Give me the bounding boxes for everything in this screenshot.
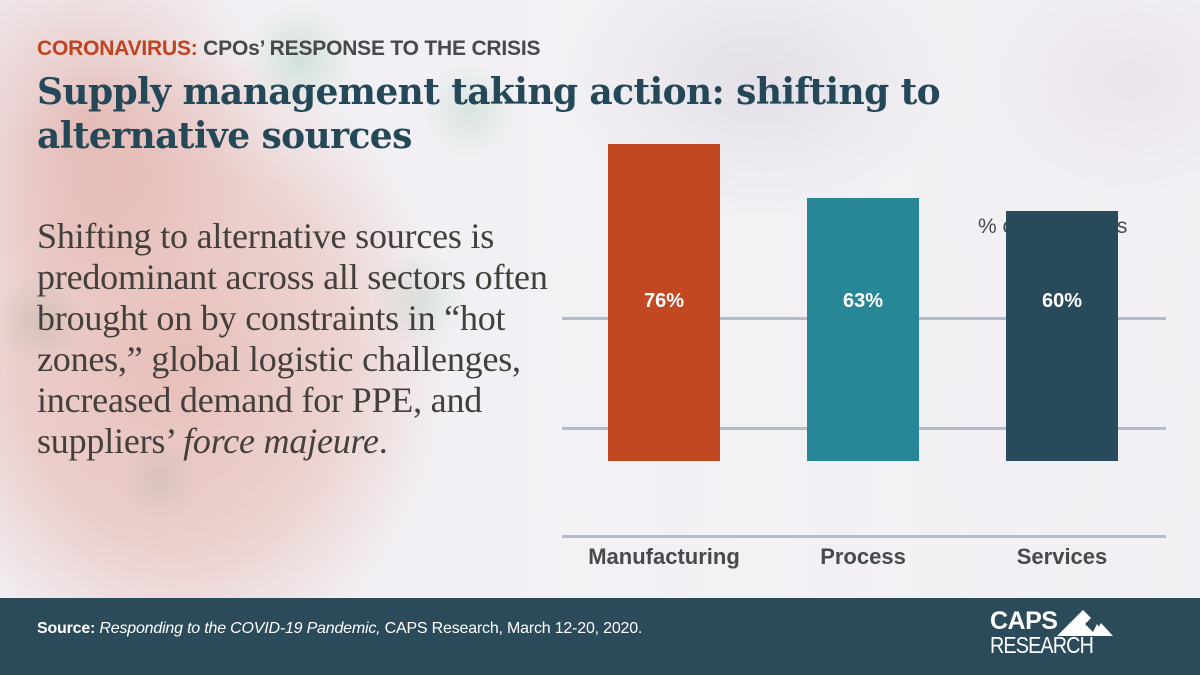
category-label: Manufacturing (588, 544, 740, 569)
title-line-1: Supply management taking action: shiftin… (37, 71, 941, 113)
source-title: Responding to the COVID-19 Pandemic, (99, 620, 381, 637)
bar-value-label: 76% (643, 290, 685, 312)
footer-bar: Source: Responding to the COVID-19 Pande… (0, 598, 1200, 675)
category-label: Process (820, 544, 906, 569)
baseline-axis (562, 535, 1166, 538)
mountain-icon (1057, 610, 1113, 636)
bar-chart: % of companies 76% 63% 60% Manufacturing… (562, 144, 1166, 569)
kicker-heading: CORONAVIRUS: CPOs’ RESPONSE TO THE CRISI… (37, 37, 540, 61)
bar-manufacturing: 76% (608, 144, 720, 461)
body-paragraph: Shifting to alternative sources is predo… (37, 216, 557, 462)
logo-caps-text: CAPS (990, 607, 1058, 635)
bar-services: 60% (1006, 211, 1118, 461)
body-italic: force majeure (183, 421, 379, 461)
bar-value-label: 60% (1041, 290, 1083, 312)
logo-research-text: RESEARCH (990, 632, 1094, 658)
source-rest: CAPS Research, March 12-20, 2020. (380, 620, 643, 637)
body-end: . (378, 421, 388, 461)
page-title: Supply management taking action: shiftin… (37, 70, 1037, 158)
source-citation: Source: Responding to the COVID-19 Pande… (37, 620, 642, 638)
bar-value-label: 63% (842, 290, 884, 312)
kicker-accent: CORONAVIRUS: (37, 37, 198, 60)
title-line-2: alternative sources (37, 115, 412, 157)
body-main: Shifting to alternative sources is predo… (37, 216, 548, 461)
category-label: Services (1016, 544, 1108, 569)
caps-research-logo: CAPS RESEARCH (990, 608, 1130, 668)
bar-process: 63% (807, 198, 919, 461)
source-label: Source: (37, 620, 96, 637)
kicker-rest: CPOs’ RESPONSE TO THE CRISIS (197, 37, 541, 60)
